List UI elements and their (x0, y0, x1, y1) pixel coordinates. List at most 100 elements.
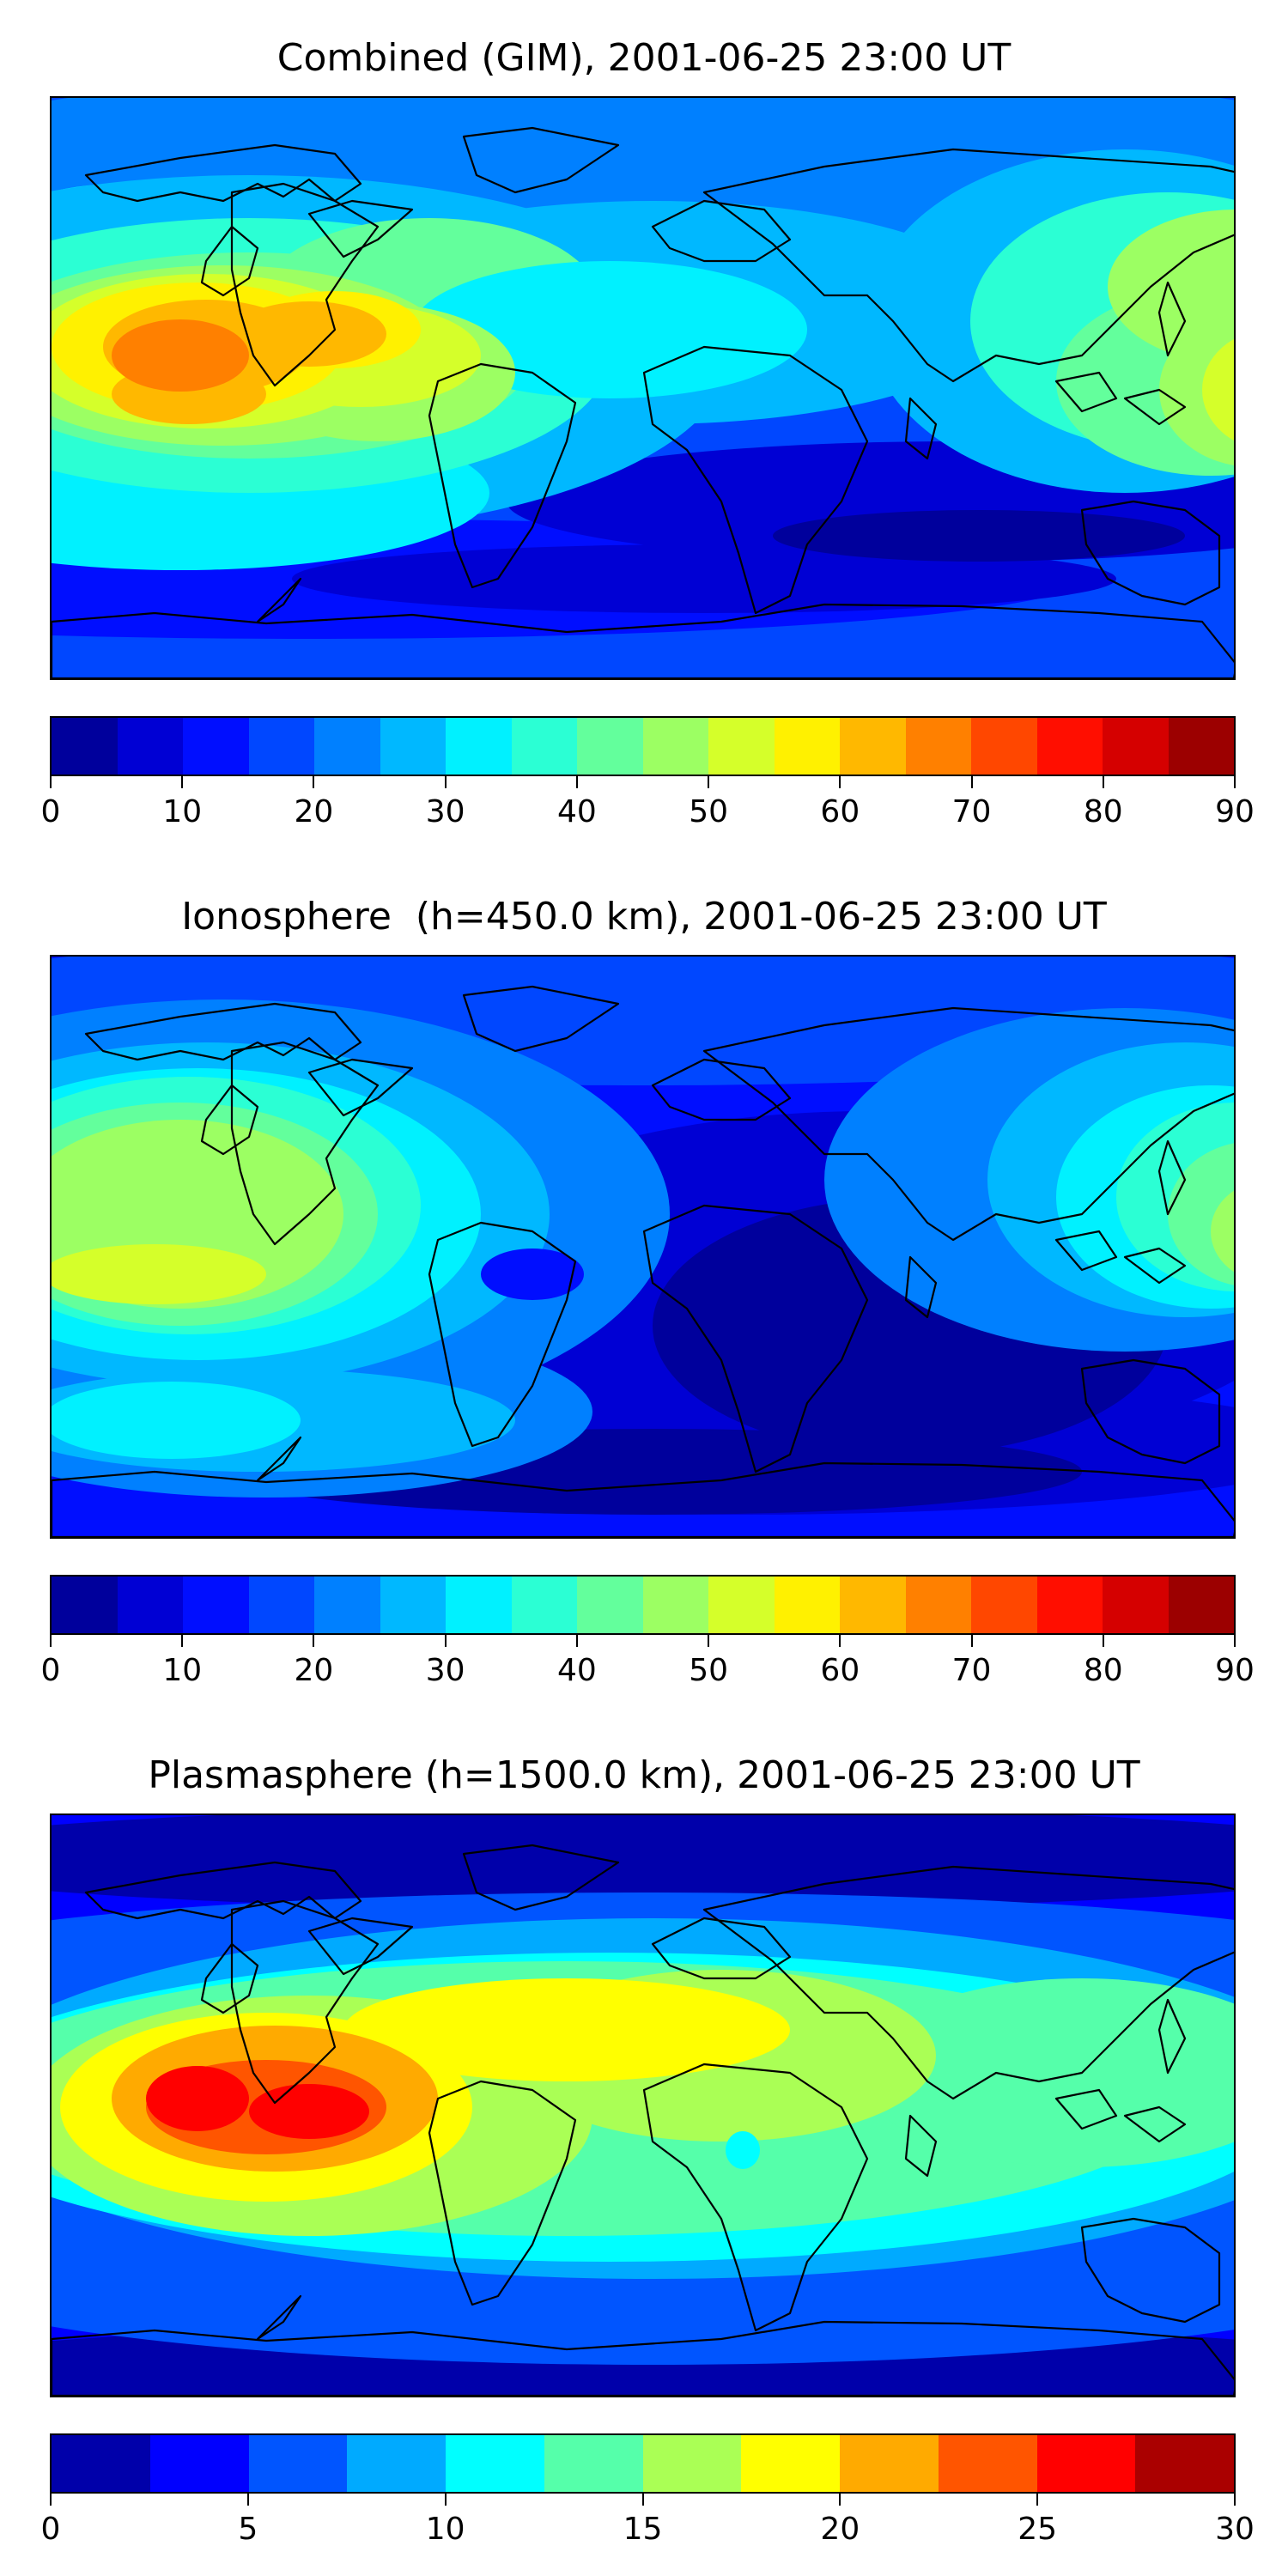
contour-region (1159, 314, 1234, 465)
colorbar-segment (577, 718, 643, 775)
colorbar-tick (839, 2494, 841, 2506)
colorbar-segment (511, 718, 577, 775)
colorbar-tick-label: 40 (556, 794, 597, 829)
panel-plasmasphere: Plasmasphere (h=1500.0 km), 2001-06-25 2… (0, 1717, 1288, 2576)
coastline (651, 1058, 792, 1121)
colorbar-segment (511, 1577, 577, 1633)
colorbar-tick-label: 70 (951, 794, 992, 829)
colorbar-segment (117, 1577, 183, 1633)
coastline (256, 1436, 302, 1482)
colorbar-segment (544, 2435, 643, 2492)
colorbar-tick-label: 30 (1215, 2512, 1255, 2547)
colorbar-plasmasphere (50, 2433, 1236, 2494)
colorbar-segment (971, 1577, 1037, 1633)
colorbar-segment (446, 718, 512, 775)
colorbar-tick-label: 90 (1215, 794, 1255, 829)
coastline (642, 2063, 869, 2332)
colorbar-ticks-ionosphere: 0 10 20 30 40 50 60 70 80 90 (41, 1635, 1255, 1688)
coastline (462, 1844, 620, 1911)
colorbar-segment (380, 718, 446, 775)
coastline (256, 577, 302, 623)
colorbar-tick-label: 15 (623, 2512, 663, 2547)
coastline (1157, 1998, 1187, 2075)
colorbar-ionosphere (50, 1575, 1236, 1635)
colorbar-tick-label: 60 (820, 794, 860, 829)
contour-region (292, 544, 1116, 613)
colorbar-segment (446, 1577, 512, 1633)
colorbar-tick (1102, 776, 1104, 788)
colorbar-segment (1036, 718, 1103, 775)
coastline (1123, 388, 1187, 426)
colorbar-segment (774, 718, 840, 775)
contour-region (726, 2131, 760, 2169)
colorbar-segment (380, 1577, 446, 1633)
colorbar-segment (52, 718, 118, 775)
colorbar-segment (577, 1577, 643, 1633)
colorbar-tick (1102, 1635, 1104, 1647)
coastline (256, 2294, 302, 2341)
colorbar-tick (708, 776, 710, 788)
colorbar-tick (970, 776, 973, 788)
colorbar-tick (444, 776, 447, 788)
coastline (1054, 371, 1118, 413)
colorbar-segment (741, 2435, 840, 2492)
colorbar-tick (970, 1635, 973, 1647)
map-ionosphere (50, 955, 1236, 1539)
colorbar-tick (181, 1635, 184, 1647)
colorbar-tick-label: 80 (1083, 794, 1123, 829)
colorbar-segment (971, 718, 1037, 775)
colorbar-segment (774, 1577, 840, 1633)
contour-region (232, 301, 386, 367)
colorbar-segment (183, 718, 249, 775)
colorbar-segment (446, 2435, 544, 2492)
colorbar-tick-label: 40 (556, 1653, 597, 1688)
coastline (904, 1255, 938, 1319)
colorbar-segment (840, 1577, 906, 1633)
contour-region (1211, 1190, 1234, 1273)
coastline (307, 1058, 414, 1117)
colorbar-segment (314, 718, 380, 775)
colorbar-tick-label: 50 (689, 794, 729, 829)
colorbar-tick-label: 10 (162, 794, 203, 829)
colorbar-tick-label: 70 (951, 1653, 992, 1688)
colorbar-segment (52, 2435, 150, 2492)
panel-title: Plasmasphere (h=1500.0 km), 2001-06-25 2… (148, 1753, 1140, 1797)
panel-title: Combined (GIM), 2001-06-25 23:00 UT (276, 36, 1012, 80)
colorbar-tick-label: 25 (1018, 2512, 1058, 2547)
colorbar-segment (938, 2435, 1037, 2492)
colorbar-segment (1168, 1577, 1234, 1633)
coastline (642, 1204, 869, 1473)
colorbar-tick (246, 2494, 249, 2506)
coastline (702, 1006, 1234, 1242)
colorbar-segment (1103, 718, 1169, 775)
colorbar-tick-label: 50 (689, 1653, 729, 1688)
colorbar-segment (149, 2435, 249, 2492)
colorbar-tick-label: 30 (425, 1653, 465, 1688)
coastline (904, 397, 938, 460)
colorbar-segment (1135, 2435, 1234, 2492)
coastline (230, 1899, 380, 2105)
colorbar-tick-label: 20 (294, 1653, 334, 1688)
panel-combined: Combined (GIM), 2001-06-25 23:00 UT 0 10 2… (0, 0, 1288, 859)
colorbar-ticks-plasmasphere: 0 5 10 15 20 25 30 (41, 2494, 1255, 2547)
contour-region (52, 1244, 266, 1304)
map-plasmasphere (50, 1814, 1236, 2397)
colorbar-segment (1036, 1577, 1103, 1633)
contour-region (859, 1978, 1234, 2167)
colorbar-tick (839, 776, 841, 788)
coastline (1080, 500, 1221, 606)
coastline (230, 182, 380, 387)
colorbar-segment (248, 2435, 348, 2492)
coastline (1157, 281, 1187, 357)
colorbar-segment (1036, 2435, 1136, 2492)
coastline (1054, 1230, 1118, 1272)
coastline (52, 1461, 1234, 1537)
contour-region (112, 319, 249, 392)
colorbar-segment (314, 1577, 380, 1633)
colorbar-segment (905, 1577, 971, 1633)
colorbar-tick (1036, 2494, 1039, 2506)
colorbar-tick-label: 20 (820, 2512, 860, 2547)
colorbar-ticks-combined: 0 10 20 30 40 50 60 70 80 90 (41, 776, 1255, 829)
colorbar-tick-label: 20 (294, 794, 334, 829)
colorbar-tick-label: 5 (238, 2512, 258, 2547)
